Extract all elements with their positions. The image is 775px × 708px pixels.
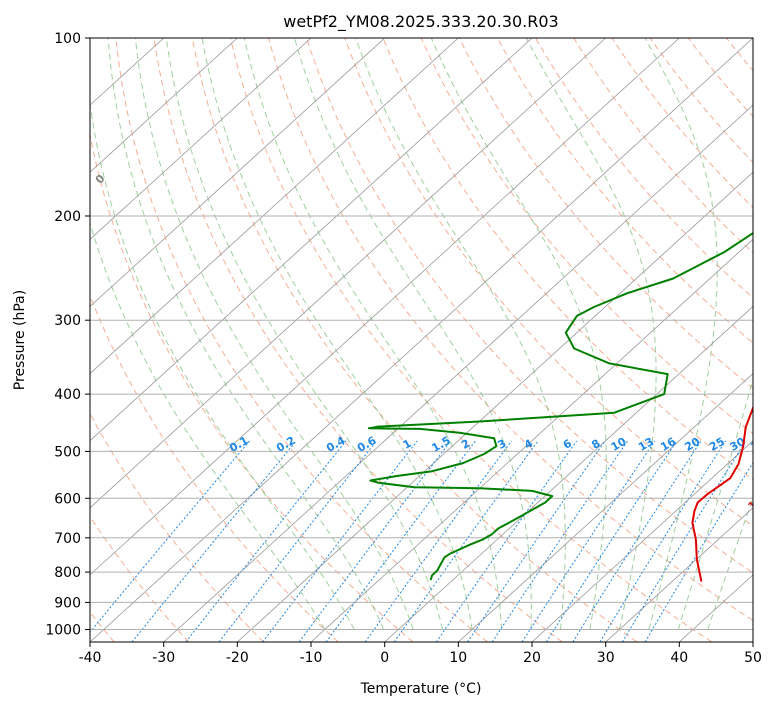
mixing-ratio-line — [364, 440, 512, 642]
x-tick-label: 40 — [670, 650, 688, 666]
isotherm-line — [310, 238, 753, 642]
dewpoint-line — [367, 231, 753, 581]
mixing-ratio-label: 36 — [748, 435, 768, 454]
temperature-line — [691, 404, 753, 582]
isotherm-line — [90, 38, 238, 173]
moist-adiabat-line — [430, 38, 607, 630]
moist-adiabat-line — [707, 496, 753, 630]
pressure-gridlines — [90, 38, 753, 630]
axis-ticks: -40 -30 -20 -10 0 10 20 30 40 50 100 200 300 400 500 60… — [45, 31, 762, 666]
isotherm-line — [90, 38, 606, 509]
y-tick-label: 300 — [54, 313, 81, 329]
mixing-ratio-line — [90, 440, 250, 633]
y-tick-label: 1000 — [45, 623, 81, 639]
mixing-ratio-line — [218, 440, 378, 642]
moist-adiabat-label: 10 — [745, 493, 765, 513]
dry-adiabat-line — [90, 132, 414, 642]
y-tick-label: 500 — [54, 444, 81, 460]
x-axis-title: Temperature (°C) — [360, 681, 482, 697]
dry-adiabat-line — [90, 412, 264, 642]
mixing-ratio-line — [599, 440, 727, 642]
y-tick-label: 600 — [54, 491, 81, 507]
isotherm-line — [90, 38, 753, 642]
x-tick-label: -20 — [226, 650, 249, 666]
dry-adiabat-line — [344, 38, 753, 527]
mixing-ratio-line — [521, 440, 656, 642]
dry-adiabat-line — [153, 38, 563, 642]
isotherm-line — [384, 305, 753, 642]
dry-adiabat-line — [382, 38, 753, 481]
isotherm-line — [163, 104, 753, 642]
isotherm-line — [458, 372, 753, 642]
moist-adiabat-line — [355, 38, 566, 630]
isotherm-line — [90, 38, 680, 576]
moist-adiabat-line — [165, 38, 444, 630]
mixing-ratio-line — [435, 440, 578, 642]
dry-adiabat-line — [191, 38, 638, 642]
y-tick-label: 900 — [54, 595, 81, 611]
moist-adiabat-line — [644, 38, 718, 630]
x-tick-label: -30 — [152, 650, 175, 666]
dry-adiabat-line — [306, 38, 753, 574]
y-tick-label: 700 — [54, 531, 81, 547]
moist-adiabat-line — [243, 38, 503, 630]
moist-adiabat-line — [134, 38, 414, 630]
y-tick-label: 200 — [54, 209, 81, 225]
moist-adiabat-line — [90, 100, 355, 630]
moist-adiabat-line — [107, 38, 385, 630]
x-tick-label: 0 — [380, 650, 389, 666]
x-tick-label: 50 — [744, 650, 762, 666]
dry-adiabat-line — [458, 38, 753, 389]
x-tick-label: 10 — [449, 650, 467, 666]
moist-adiabat-line — [525, 38, 657, 630]
y-axis-title: Pressure (hPa) — [12, 290, 28, 390]
isotherm-line — [605, 507, 753, 642]
y-tick-label: 800 — [54, 565, 81, 581]
mixing-ratio-line — [393, 440, 539, 642]
y-tick-label: 100 — [54, 31, 81, 47]
dry-adiabat-line — [420, 38, 753, 435]
x-tick-label: 30 — [597, 650, 615, 666]
moist-adiabat-line — [677, 377, 753, 630]
dry-adiabat-line — [496, 38, 753, 344]
plot-frame — [89, 37, 754, 643]
sounding-series — [367, 231, 753, 582]
isotherm-line — [90, 38, 385, 308]
mixing-ratio-line — [545, 440, 678, 642]
isotherm-line — [90, 38, 459, 375]
mixing-ratio-line — [467, 440, 606, 642]
mixing-ratio-line — [491, 440, 629, 642]
x-tick-label: -10 — [300, 650, 323, 666]
x-tick-label: 20 — [523, 650, 541, 666]
x-tick-label: -40 — [79, 650, 102, 666]
isotherm-line — [90, 38, 312, 240]
mixing-ratio-line — [572, 440, 702, 642]
isotherm-line — [531, 440, 753, 642]
chart-title: wetPf2_YM08.2025.333.20.30.R03 — [283, 12, 558, 32]
mixing-ratio-line — [131, 440, 297, 642]
isotherm-line — [90, 38, 533, 442]
dry-adiabat-line — [229, 38, 712, 642]
moist-adiabat-line — [294, 38, 532, 630]
y-tick-label: 400 — [54, 387, 81, 403]
mixing-ratio-line — [185, 440, 347, 642]
mixing-ratio-line — [644, 461, 753, 642]
moist-adiabat-line — [201, 38, 473, 630]
